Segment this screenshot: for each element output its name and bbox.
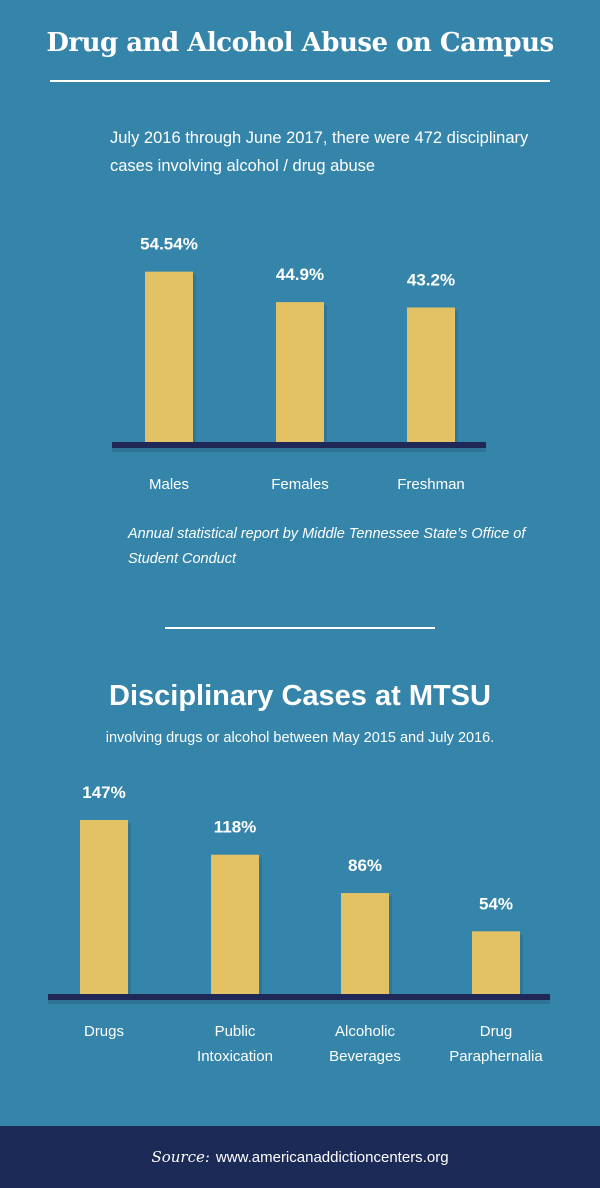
data-label: 118%: [214, 818, 257, 837]
category-label: Freshman: [397, 476, 465, 493]
footer: Source: www.americanaddictioncenters.org: [0, 1126, 600, 1188]
baseline: [112, 442, 486, 448]
source-note: Annual statistical report by Middle Tenn…: [128, 526, 526, 567]
cases-bar-chart: 147% Drugs 118% Public Intoxication 86% Alcoho…: [48, 783, 550, 1065]
section-subtitle: involving drugs or alcohol between May 2…: [105, 730, 495, 746]
data-label: 54%: [479, 894, 513, 913]
category-label: Alcoholic: [335, 1023, 396, 1040]
data-label: 43.2%: [407, 270, 455, 289]
gender-bar-chart: 54.54% Males 44.9% Females 43.2% Freshman: [112, 235, 486, 493]
bar: [211, 854, 259, 996]
bar: [276, 302, 324, 444]
data-label: 44.9%: [276, 265, 324, 284]
data-label: 54.54%: [140, 235, 198, 254]
category-label: Females: [271, 476, 329, 493]
title-divider: [50, 80, 550, 82]
source-link[interactable]: www.americanaddictioncenters.org: [215, 1148, 449, 1166]
category-label: Paraphernalia: [449, 1048, 543, 1065]
bar: [407, 307, 455, 444]
intro-text: July 2016 through June 2017, there were …: [110, 129, 529, 175]
section-title: Disciplinary Cases at MTSU: [109, 680, 491, 712]
baseline-shadow: [112, 446, 486, 452]
source-label: Source:: [151, 1148, 210, 1166]
category-label: Beverages: [329, 1048, 401, 1065]
page-title: Drug and Alcohol Abuse on Campus: [46, 28, 554, 58]
bar: [341, 893, 389, 996]
category-label: Intoxication: [197, 1048, 273, 1065]
category-label: Public: [215, 1023, 256, 1040]
bar: [145, 271, 193, 444]
baseline: [48, 994, 550, 1000]
data-label: 147%: [82, 783, 125, 802]
category-label: Drugs: [84, 1023, 124, 1040]
data-label: 86%: [348, 856, 382, 875]
bar: [80, 820, 128, 996]
section-divider: [165, 627, 435, 629]
category-label: Males: [149, 476, 189, 493]
baseline-shadow: [48, 998, 550, 1004]
bar: [472, 931, 520, 996]
category-label: Drug: [480, 1023, 513, 1040]
